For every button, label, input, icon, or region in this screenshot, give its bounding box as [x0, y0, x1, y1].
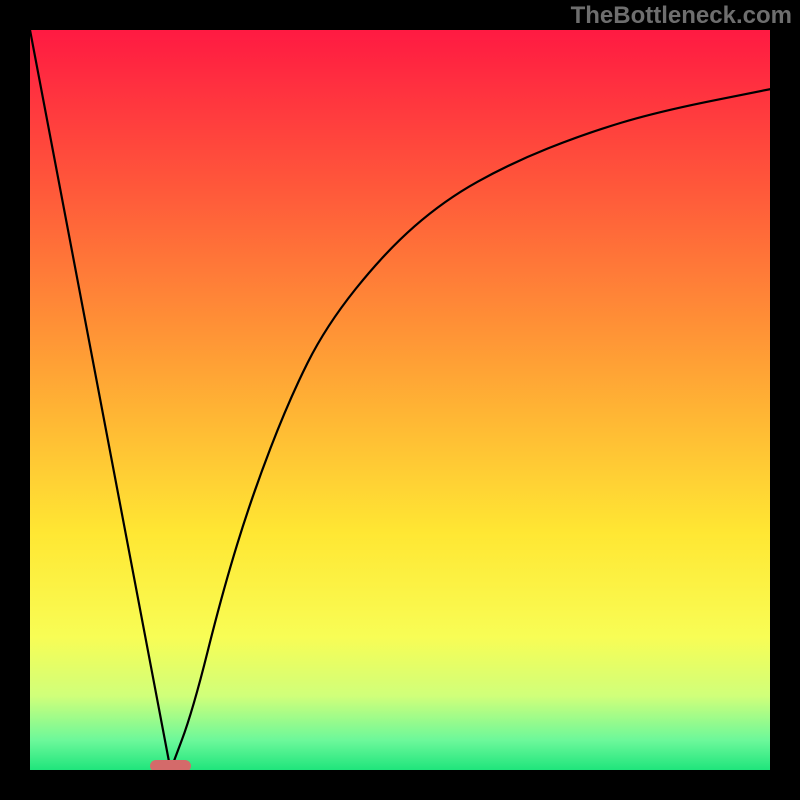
plot-area	[30, 30, 770, 770]
chart-container: TheBottleneck.com	[0, 0, 800, 800]
bottleneck-curve	[30, 30, 770, 770]
vertex-marker	[150, 760, 191, 770]
curve-layer	[30, 30, 770, 770]
watermark-text: TheBottleneck.com	[571, 2, 792, 30]
